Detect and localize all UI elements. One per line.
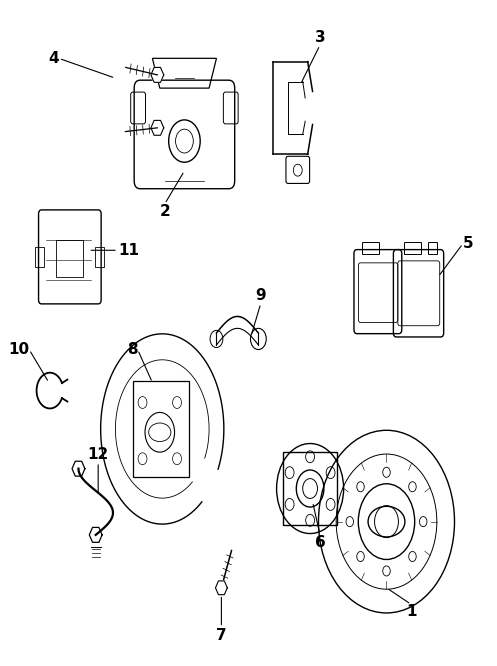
Bar [56,240,83,277]
Bar [95,247,104,267]
Bar [283,452,337,525]
Text: 12: 12 [87,447,109,462]
Bar [428,242,437,254]
Polygon shape [151,121,164,135]
Text: 10: 10 [8,342,29,357]
Text: 4: 4 [48,51,59,66]
Bar [133,381,189,477]
Bar [404,242,421,254]
Polygon shape [216,581,227,595]
Bar [35,247,44,267]
Text: 8: 8 [127,342,138,357]
Polygon shape [151,67,164,83]
Text: 5: 5 [463,236,474,251]
Text: 1: 1 [406,604,416,619]
Text: 7: 7 [216,627,227,643]
Text: 11: 11 [118,243,139,258]
Text: 2: 2 [160,204,170,219]
Text: 6: 6 [315,535,326,550]
Text: 3: 3 [315,30,325,45]
Bar [362,242,379,254]
Text: 9: 9 [255,288,266,303]
